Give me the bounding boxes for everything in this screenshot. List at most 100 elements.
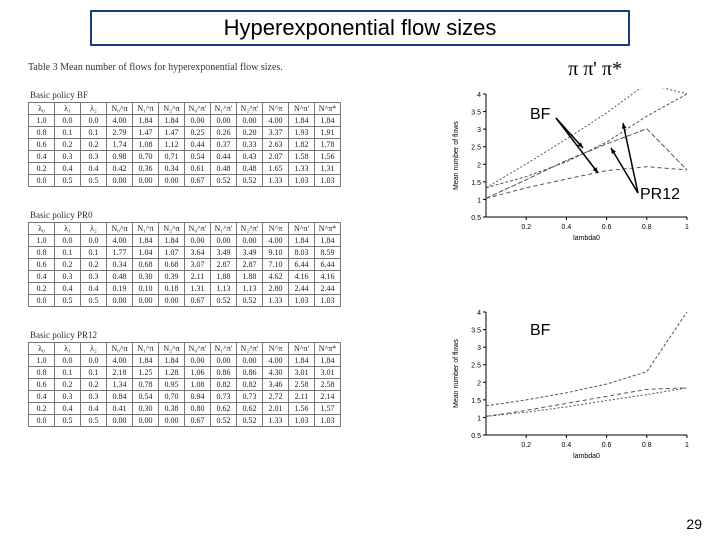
svg-text:4: 4 — [477, 92, 481, 99]
col-header: N₀^π' — [185, 343, 211, 355]
chart-top: 0.5 1 1.5 2 2.5 3 3.5 4 0.2 0.4 0.6 0.8 1 lambda0 Mean… — [448, 88, 693, 243]
table-bf: λ₀λ₁λ₂N₀^πN₁^πN₂^πN₀^π'N₁^π'N₂^π'N^πN^π'… — [28, 102, 341, 187]
col-header: N₁^π — [133, 103, 159, 115]
table-row: 0.20.40.40.420.360.340.610.480.481.651.3… — [29, 163, 341, 175]
table-row: 0.20.40.40.190.100.181.311.131.132.802.4… — [29, 283, 341, 295]
svg-text:0.4: 0.4 — [562, 224, 572, 231]
col-header: N₁^π' — [211, 103, 237, 115]
subcaption-bf: Basic policy BF — [30, 90, 88, 100]
col-header: N^π — [263, 223, 289, 235]
col-header: N₀^π' — [185, 103, 211, 115]
col-header: N₁^π' — [211, 343, 237, 355]
svg-text:3: 3 — [477, 127, 481, 134]
col-header: N^π* — [315, 343, 341, 355]
svg-text:lambda0: lambda0 — [573, 453, 600, 460]
col-header: λ₂ — [81, 223, 107, 235]
col-header: N₂^π — [159, 223, 185, 235]
col-header: N₂^π' — [237, 343, 263, 355]
svg-text:0.5: 0.5 — [471, 433, 481, 440]
svg-text:4: 4 — [477, 310, 481, 317]
svg-text:0.5: 0.5 — [471, 215, 481, 222]
svg-text:0.6: 0.6 — [602, 442, 612, 449]
svg-text:1.5: 1.5 — [471, 180, 481, 187]
col-header: N₂^π' — [237, 103, 263, 115]
col-header: N₁^π' — [211, 223, 237, 235]
svg-text:0.2: 0.2 — [521, 442, 531, 449]
svg-text:0.4: 0.4 — [562, 442, 572, 449]
svg-text:1: 1 — [477, 197, 481, 204]
svg-text:lambda0: lambda0 — [573, 235, 600, 242]
col-header: N₀^π' — [185, 223, 211, 235]
svg-text:3.5: 3.5 — [471, 110, 481, 117]
svg-text:2.5: 2.5 — [471, 145, 481, 152]
col-header: N₁^π — [133, 343, 159, 355]
col-header: N₀^π — [107, 103, 133, 115]
table-row: 0.80.10.11.771.041.073.643.493.499.108.0… — [29, 247, 341, 259]
annot-bf-top: BF — [530, 106, 550, 124]
col-header: N₂^π — [159, 343, 185, 355]
svg-text:0.8: 0.8 — [642, 224, 652, 231]
table-row: 0.00.50.50.000.000.000.670.520.521.331.0… — [29, 175, 341, 187]
col-header: N^π — [263, 103, 289, 115]
col-header: N₁^π — [133, 223, 159, 235]
col-header: N^π' — [289, 103, 315, 115]
col-header: λ₁ — [55, 103, 81, 115]
table-row: 1.00.00.04.001.841.840.000.000.004.001.8… — [29, 355, 341, 367]
table-row: 0.80.10.12.181.251.281.060.860.864.303.0… — [29, 367, 341, 379]
table-row: 0.40.30.30.980.700.710.540.440.432.071.5… — [29, 151, 341, 163]
svg-text:0.2: 0.2 — [521, 224, 531, 231]
chart-bottom: 0.5 1 1.5 2 2.5 3 3.5 4 0.2 0.4 0.6 0.8 1 lambda0 Mean… — [448, 306, 693, 461]
col-header: N^π' — [289, 223, 315, 235]
col-header: λ₁ — [55, 343, 81, 355]
table-caption: Table 3 Mean number of flows for hyperex… — [28, 62, 283, 73]
svg-text:1: 1 — [685, 442, 689, 449]
table-row: 0.00.50.50.000.000.000.670.520.521.331.0… — [29, 295, 341, 307]
table-row: 0.60.20.20.340.680.683.072.872.877.106.4… — [29, 259, 341, 271]
col-header: N^π' — [289, 343, 315, 355]
svg-text:3: 3 — [477, 345, 481, 352]
svg-text:1: 1 — [685, 224, 689, 231]
table-row: 1.00.00.04.001.841.840.000.000.004.001.8… — [29, 115, 341, 127]
svg-text:Mean number of flows: Mean number of flows — [453, 121, 460, 190]
table-row: 0.40.30.30.840.540.700.940.730.732.722.1… — [29, 391, 341, 403]
svg-text:2: 2 — [477, 162, 481, 169]
table-row: 1.00.00.04.001.841.840.000.000.004.001.8… — [29, 235, 341, 247]
svg-text:1.5: 1.5 — [471, 398, 481, 405]
table-pr12: λ₀λ₁λ₂N₀^πN₁^πN₂^πN₀^π'N₁^π'N₂^π'N^πN^π'… — [28, 342, 341, 427]
col-header: N₀^π — [107, 223, 133, 235]
title-box: Hyperexponential flow sizes — [90, 10, 630, 46]
page-title: Hyperexponential flow sizes — [224, 15, 497, 41]
col-header: N₀^π — [107, 343, 133, 355]
annot-bf-bottom: BF — [530, 322, 550, 340]
svg-text:0.6: 0.6 — [602, 224, 612, 231]
col-header: N^π* — [315, 103, 341, 115]
col-header: λ₂ — [81, 103, 107, 115]
svg-text:1: 1 — [477, 415, 481, 422]
subcaption-pr12: Basic policy PR12 — [30, 330, 97, 340]
col-header: λ₀ — [29, 223, 55, 235]
svg-text:Mean number of flows: Mean number of flows — [453, 339, 460, 408]
table-row: 0.60.20.21.340.780.951.080.820.823.462.5… — [29, 379, 341, 391]
subcaption-pr0: Basic policy PR0 — [30, 210, 93, 220]
col-header: N₂^π' — [237, 223, 263, 235]
table-row: 0.40.30.30.480.300.392.111.881.884.624.1… — [29, 271, 341, 283]
table-row: 0.20.40.40.410.300.380.800.620.622.011.5… — [29, 403, 341, 415]
svg-text:2.5: 2.5 — [471, 363, 481, 370]
col-header: N^π* — [315, 223, 341, 235]
table-pr0: λ₀λ₁λ₂N₀^πN₁^πN₂^πN₀^π'N₁^π'N₂^π'N^πN^π'… — [28, 222, 341, 307]
col-header: N₂^π — [159, 103, 185, 115]
annot-pr12: PR12 — [640, 186, 680, 204]
table-row: 0.80.10.12.791.471.470.250.260.203.371.9… — [29, 127, 341, 139]
table-row: 0.60.20.21.741.081.120.440.370.332.631.8… — [29, 139, 341, 151]
svg-text:3.5: 3.5 — [471, 328, 481, 335]
page-number: 29 — [686, 516, 702, 532]
col-header: λ₁ — [55, 223, 81, 235]
table-row: 0.00.50.50.000.000.000.670.520.521.331.0… — [29, 415, 341, 427]
col-header: λ₀ — [29, 103, 55, 115]
col-header: λ₂ — [81, 343, 107, 355]
svg-text:2: 2 — [477, 380, 481, 387]
svg-text:0.8: 0.8 — [642, 442, 652, 449]
col-header: N^π — [263, 343, 289, 355]
col-header: λ₀ — [29, 343, 55, 355]
legend-symbols: π π' π* — [568, 58, 622, 81]
